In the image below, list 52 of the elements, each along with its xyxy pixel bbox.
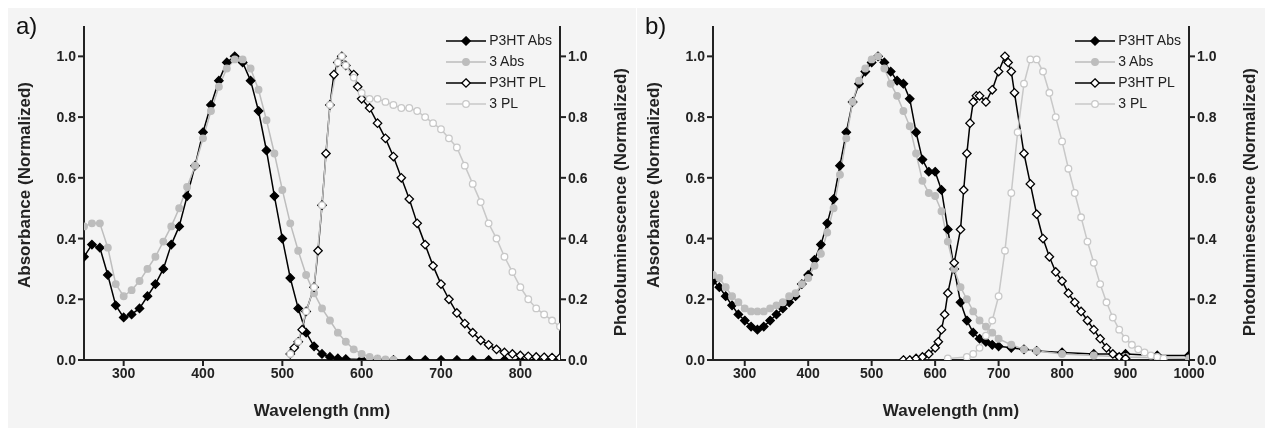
x-axis-title: Wavelength (nm): [882, 401, 1020, 420]
y2-axis-title: Photoluminescence (Normalized): [611, 68, 631, 337]
x-tick-label: 700: [429, 364, 453, 381]
legend-label: 3 Abs: [489, 52, 525, 71]
y2-axis-title: Photoluminescence (Normalized): [1240, 68, 1260, 337]
y-tick-label: 0.0: [56, 351, 77, 368]
y2-tick-label: 0.8: [1197, 109, 1217, 126]
x-tick-label: 400: [191, 364, 215, 381]
x-tick-label: 500: [859, 364, 884, 381]
y-tick-label: 1.0: [685, 48, 706, 65]
y-tick-label: 0.2: [685, 291, 706, 308]
y2-tick-label: 0.2: [568, 291, 588, 308]
x-tick-label: 600: [923, 364, 948, 381]
y-axis-title: Absorbance (Normalized): [15, 82, 35, 288]
x-axis-title: Wavelength (nm): [253, 401, 391, 420]
legend-label: 3 PL: [1118, 94, 1148, 113]
y2-tick-label: 0.2: [1197, 291, 1217, 308]
x-tick-label: 300: [111, 364, 136, 381]
y-tick-label: 1.0: [56, 48, 77, 65]
x-tick-label: 400: [796, 364, 821, 381]
y-tick-label: 0.0: [685, 351, 706, 368]
y-tick-label: 0.4: [685, 230, 706, 247]
y-tick-label: 0.4: [56, 230, 77, 247]
x-tick-label: 500: [270, 364, 295, 381]
legend-label: P3HT Abs: [1118, 31, 1181, 50]
y-tick-label: 0.6: [685, 169, 706, 186]
text: a): [16, 12, 38, 40]
y-tick-label: 0.8: [56, 109, 77, 126]
legend-label: 3 PL: [489, 94, 519, 113]
legend-label: P3HT Abs: [489, 31, 552, 50]
legend-label: 3 Abs: [1118, 52, 1154, 71]
y2-tick-label: 0.4: [1197, 230, 1217, 247]
text: b): [645, 12, 667, 40]
y-tick-label: 0.2: [56, 291, 77, 308]
x-tick-label: 800: [1050, 364, 1074, 381]
x-tick-label: 300: [733, 364, 757, 381]
y2-tick-label: 0.8: [568, 109, 588, 126]
legend-label: P3HT PL: [489, 73, 546, 92]
x-tick-label: 600: [349, 364, 374, 381]
y-tick-label: 0.8: [685, 109, 706, 126]
x-tick-label: 700: [986, 364, 1011, 381]
y2-tick-label: 1.0: [568, 48, 588, 65]
y2-tick-label: 1.0: [1197, 48, 1217, 65]
y2-tick-label: 0.0: [568, 351, 588, 368]
y-axis-title: Absorbance (Normalized): [644, 82, 664, 288]
y2-tick-label: 0.6: [568, 169, 588, 186]
x-tick-label: 900: [1113, 364, 1138, 381]
y-tick-label: 0.6: [56, 169, 77, 186]
legend-label: P3HT PL: [1118, 73, 1175, 92]
y2-tick-label: 0.4: [568, 230, 588, 247]
x-tick-label: 800: [508, 364, 533, 381]
y2-tick-label: 0.6: [1197, 169, 1217, 186]
